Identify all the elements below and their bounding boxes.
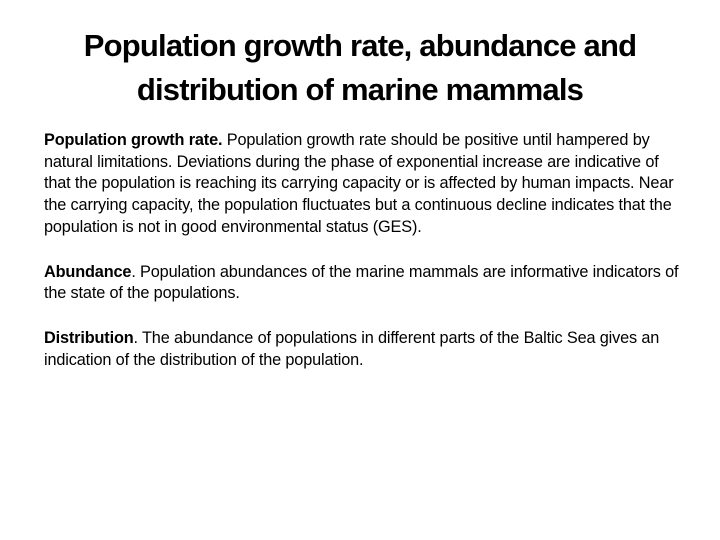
paragraph-abundance: Abundance. Population abundances of the … [44,262,684,305]
slide-body: Population growth rate. Population growt… [44,130,684,371]
paragraph-lead: Abundance [44,262,132,281]
paragraph-population-growth-rate: Population growth rate. Population growt… [44,130,684,239]
paragraph-text: . The abundance of populations in differ… [44,328,660,369]
paragraph-distribution: Distribution. The abundance of populatio… [44,328,684,371]
slide-title: Population growth rate, abundance and di… [83,28,637,107]
paragraph-lead: Distribution [44,328,134,347]
paragraph-text: . Population abundances of the marine ma… [44,262,679,303]
paragraph-text: Population growth rate should be positiv… [44,131,674,236]
paragraph-lead: Population growth rate. [44,131,223,149]
